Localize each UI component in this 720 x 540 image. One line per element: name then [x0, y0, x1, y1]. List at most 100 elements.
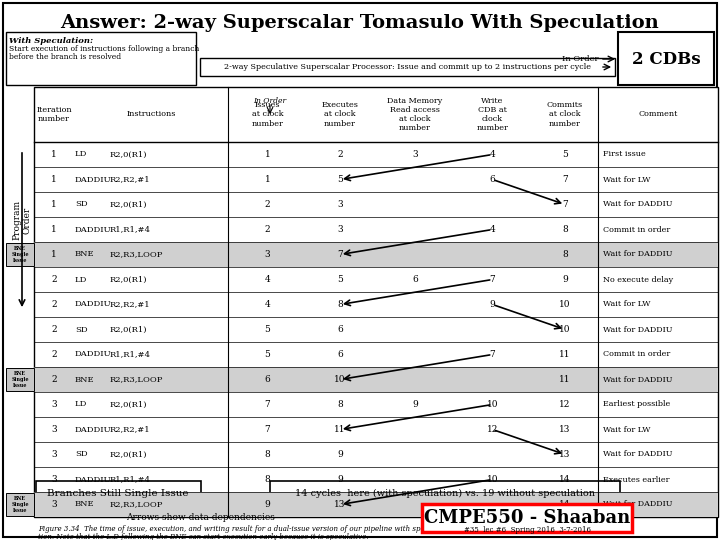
Text: 4: 4: [265, 300, 271, 309]
Text: 9: 9: [490, 300, 495, 309]
Text: before the branch is resolved: before the branch is resolved: [9, 53, 121, 61]
Text: CMPE550 - Shaaban: CMPE550 - Shaaban: [424, 509, 630, 527]
Text: 3: 3: [51, 500, 57, 509]
Text: R2,R2,#1: R2,R2,#1: [110, 176, 150, 184]
Text: Iteration
number: Iteration number: [36, 106, 72, 123]
Text: 2 CDBs: 2 CDBs: [631, 51, 701, 68]
Text: 9: 9: [562, 275, 568, 284]
Text: 4: 4: [490, 225, 495, 234]
Bar: [270, 481, 620, 505]
Text: 11: 11: [559, 350, 571, 359]
Text: 3: 3: [337, 200, 343, 209]
Text: R2,0(R1): R2,0(R1): [110, 401, 148, 408]
Text: R1,R1,#4: R1,R1,#4: [110, 476, 151, 483]
Text: R2,0(R1): R2,0(R1): [110, 151, 148, 159]
Text: R2,R3,LOOP: R2,R3,LOOP: [110, 501, 163, 509]
Text: In Order: In Order: [253, 97, 287, 105]
Text: 3: 3: [51, 400, 57, 409]
Text: Write
CDB at
clock
number: Write CDB at clock number: [477, 97, 508, 132]
Text: Earliest possible: Earliest possible: [603, 401, 670, 408]
Text: tion. Note that the L.D following the BNE can start execution early because it i: tion. Note that the L.D following the BN…: [38, 533, 369, 540]
Text: 6: 6: [412, 275, 418, 284]
Text: 10: 10: [487, 475, 498, 484]
Text: In Order: In Order: [562, 55, 598, 63]
Text: Program
Order: Program Order: [12, 200, 32, 240]
Text: 2-way Speculative Superscalar Processor: Issue and commit up to 2 instructions p: 2-way Speculative Superscalar Processor:…: [223, 63, 590, 71]
Text: 7: 7: [490, 275, 495, 284]
Text: Wait for DADDIU: Wait for DADDIU: [603, 326, 672, 334]
Text: 10: 10: [487, 400, 498, 409]
Text: 6: 6: [265, 375, 271, 384]
Text: 7: 7: [490, 350, 495, 359]
Text: 12: 12: [487, 425, 498, 434]
Text: 2: 2: [51, 275, 57, 284]
Text: BNE
Single
Issue: BNE Single Issue: [12, 371, 29, 388]
Text: Executes earlier: Executes earlier: [603, 476, 670, 483]
Text: 2: 2: [265, 200, 270, 209]
Text: Wait for LW: Wait for LW: [603, 300, 650, 308]
Text: 11: 11: [334, 425, 346, 434]
Text: Wait for LW: Wait for LW: [603, 426, 650, 434]
Text: Wait for DADDIU: Wait for DADDIU: [603, 450, 672, 458]
Text: Data Memory
Read access
at clock
number: Data Memory Read access at clock number: [387, 97, 443, 132]
Text: Comment: Comment: [639, 111, 678, 118]
Text: BNE: BNE: [75, 251, 94, 259]
Text: 10: 10: [559, 325, 571, 334]
Text: 9: 9: [412, 400, 418, 409]
Text: DADDIU: DADDIU: [75, 426, 112, 434]
Text: R1,R1,#4: R1,R1,#4: [110, 350, 151, 359]
Bar: [618, 32, 714, 85]
Text: Wait for DADDIU: Wait for DADDIU: [603, 375, 672, 383]
Text: Wait for LW: Wait for LW: [603, 176, 650, 184]
Text: No execute delay: No execute delay: [603, 275, 673, 284]
Text: Answer: 2-way Superscalar Tomasulo With Speculation: Answer: 2-way Superscalar Tomasulo With …: [60, 14, 660, 32]
Text: 3: 3: [265, 250, 270, 259]
Text: 1: 1: [51, 200, 57, 209]
Bar: [34, 367, 718, 392]
Text: Commits
at clock
number: Commits at clock number: [547, 102, 583, 127]
Text: 1: 1: [51, 150, 57, 159]
Text: 8: 8: [337, 300, 343, 309]
Text: SD: SD: [75, 450, 88, 458]
Bar: [34, 242, 718, 267]
Text: 8: 8: [337, 400, 343, 409]
Text: LD: LD: [75, 401, 87, 408]
Text: Commit in order: Commit in order: [603, 226, 670, 233]
Text: 7: 7: [562, 175, 568, 184]
Text: 3: 3: [337, 225, 343, 234]
Bar: [6, 243, 34, 266]
Text: 3: 3: [412, 150, 418, 159]
Text: 13: 13: [334, 500, 346, 509]
Text: Wait for DADDIU: Wait for DADDIU: [603, 251, 672, 259]
Text: DADDIU: DADDIU: [75, 350, 112, 359]
Text: 4: 4: [490, 150, 495, 159]
Text: R2,0(R1): R2,0(R1): [110, 326, 148, 334]
Text: 14: 14: [559, 475, 571, 484]
Text: 9: 9: [265, 500, 271, 509]
Text: 7: 7: [265, 400, 271, 409]
Text: 9: 9: [337, 475, 343, 484]
Text: 11: 11: [559, 375, 571, 384]
Text: 7: 7: [562, 200, 568, 209]
Text: Figure 3.34  The time of issue, execution, and writing result for a dual-issue v: Figure 3.34 The time of issue, execution…: [38, 525, 442, 533]
Text: 1: 1: [51, 250, 57, 259]
Text: 14 cycles  here (with speculation) vs. 19 without speculation: 14 cycles here (with speculation) vs. 19…: [295, 489, 595, 497]
Text: R2,0(R1): R2,0(R1): [110, 450, 148, 458]
Text: 6: 6: [337, 325, 343, 334]
Text: Commit in order: Commit in order: [603, 350, 670, 359]
Text: R1,R1,#4: R1,R1,#4: [110, 226, 151, 233]
Text: Arrows show data dependencies: Arrows show data dependencies: [125, 514, 274, 523]
Bar: [34, 492, 718, 517]
Text: 5: 5: [337, 175, 343, 184]
Text: 3: 3: [51, 475, 57, 484]
Text: 6: 6: [490, 175, 495, 184]
Text: 2: 2: [51, 350, 57, 359]
Text: SD: SD: [75, 326, 88, 334]
Text: SD: SD: [75, 200, 88, 208]
Text: 8: 8: [265, 475, 271, 484]
Text: 8: 8: [562, 250, 568, 259]
Bar: [6, 493, 34, 516]
Text: 5: 5: [264, 350, 271, 359]
Bar: [422, 504, 632, 532]
Text: Instructions: Instructions: [126, 111, 176, 118]
